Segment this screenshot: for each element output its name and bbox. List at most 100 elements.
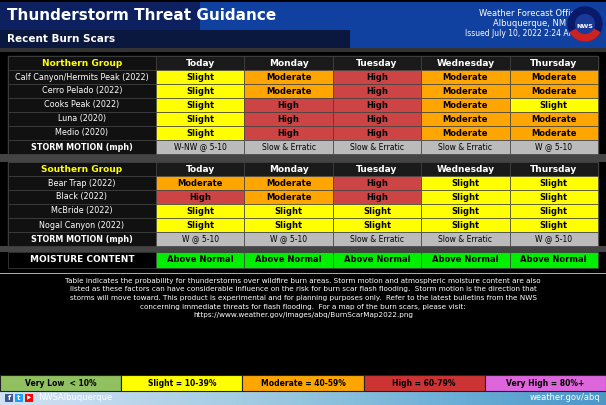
Text: High: High xyxy=(189,192,211,202)
Text: Thursday: Thursday xyxy=(530,58,578,68)
Bar xyxy=(421,218,510,232)
Text: Slight: Slight xyxy=(186,100,215,109)
Text: Moderate: Moderate xyxy=(531,72,576,81)
Text: W @ 5-10: W @ 5-10 xyxy=(270,234,307,243)
Text: Slight: Slight xyxy=(451,220,479,230)
Bar xyxy=(244,218,333,232)
Bar xyxy=(333,98,421,112)
Text: Recent Burn Scars: Recent Burn Scars xyxy=(7,34,115,44)
Text: Above Normal: Above Normal xyxy=(167,256,233,264)
Text: Slight: Slight xyxy=(186,128,215,138)
Text: Today: Today xyxy=(185,58,215,68)
Text: W @ 5-10: W @ 5-10 xyxy=(182,234,219,243)
Text: Calf Canyon/Hermits Peak (2022): Calf Canyon/Hermits Peak (2022) xyxy=(15,72,149,81)
Bar xyxy=(333,84,421,98)
Bar xyxy=(156,98,244,112)
Bar xyxy=(244,112,333,126)
Bar xyxy=(510,56,598,70)
Bar xyxy=(333,56,421,70)
Bar xyxy=(156,252,244,268)
Text: ▶: ▶ xyxy=(27,396,31,401)
Text: Moderate: Moderate xyxy=(442,115,488,124)
Text: High: High xyxy=(278,115,299,124)
Bar xyxy=(8,176,156,190)
Text: Above Normal: Above Normal xyxy=(344,256,410,264)
Bar xyxy=(244,204,333,218)
Text: Slight: Slight xyxy=(451,207,479,215)
Text: High: High xyxy=(366,128,388,138)
Text: Slight: Slight xyxy=(540,192,568,202)
Bar xyxy=(333,204,421,218)
Text: Moderate: Moderate xyxy=(266,87,311,96)
Bar xyxy=(333,190,421,204)
Text: Moderate: Moderate xyxy=(442,128,488,138)
Text: Slight: Slight xyxy=(363,220,391,230)
Bar xyxy=(8,162,156,176)
Text: Moderate: Moderate xyxy=(442,72,488,81)
Bar xyxy=(421,112,510,126)
Text: Moderate: Moderate xyxy=(442,87,488,96)
Text: Moderate: Moderate xyxy=(178,179,223,188)
Text: Thursday: Thursday xyxy=(530,164,578,173)
Text: Slow & Erratic: Slow & Erratic xyxy=(350,143,404,151)
Text: Slight: Slight xyxy=(186,115,215,124)
Bar xyxy=(510,70,598,84)
Text: Very Low  < 10%: Very Low < 10% xyxy=(25,379,96,388)
Bar xyxy=(244,126,333,140)
Text: Slight: Slight xyxy=(540,179,568,188)
Text: High: High xyxy=(366,179,388,188)
Bar xyxy=(364,375,485,391)
Bar xyxy=(8,232,156,246)
Text: McBride (2022): McBride (2022) xyxy=(51,207,113,215)
Bar xyxy=(8,56,598,154)
Bar xyxy=(333,126,421,140)
Text: Issued July 10, 2022 2:24 AM MDT: Issued July 10, 2022 2:24 AM MDT xyxy=(465,28,595,38)
Text: Above Normal: Above Normal xyxy=(521,256,587,264)
Text: f: f xyxy=(7,395,10,401)
Text: Slight: Slight xyxy=(540,207,568,215)
Bar xyxy=(421,56,510,70)
Text: W-NW @ 5-10: W-NW @ 5-10 xyxy=(174,143,227,151)
Bar xyxy=(510,176,598,190)
Text: Above Normal: Above Normal xyxy=(432,256,499,264)
Text: W @ 5-10: W @ 5-10 xyxy=(535,143,572,151)
Bar xyxy=(0,375,606,391)
Bar xyxy=(156,190,244,204)
Bar xyxy=(8,162,598,246)
Bar xyxy=(156,112,244,126)
Text: High: High xyxy=(366,192,388,202)
Bar xyxy=(0,273,606,375)
Bar xyxy=(244,140,333,154)
Text: High = 60-79%: High = 60-79% xyxy=(393,379,456,388)
Bar xyxy=(156,176,244,190)
Text: Black (2022): Black (2022) xyxy=(56,192,107,202)
Wedge shape xyxy=(570,24,600,41)
Bar xyxy=(200,0,606,48)
Bar xyxy=(156,218,244,232)
Text: Tuesday: Tuesday xyxy=(356,164,398,173)
Text: Slight: Slight xyxy=(186,72,215,81)
Text: Slow & Erratic: Slow & Erratic xyxy=(438,234,493,243)
Bar xyxy=(244,232,333,246)
Bar xyxy=(0,30,350,48)
Circle shape xyxy=(568,7,602,41)
Text: Moderate: Moderate xyxy=(531,128,576,138)
Text: Wednesday: Wednesday xyxy=(436,58,494,68)
Text: Today: Today xyxy=(185,164,215,173)
Bar xyxy=(510,112,598,126)
Text: Thunderstorm Threat Guidance: Thunderstorm Threat Guidance xyxy=(7,9,276,23)
Bar xyxy=(121,375,242,391)
Bar xyxy=(8,56,156,70)
Text: NWSAlbuquerque: NWSAlbuquerque xyxy=(38,394,112,403)
Bar xyxy=(244,162,333,176)
Bar xyxy=(0,246,606,252)
Text: Tuesday: Tuesday xyxy=(356,58,398,68)
Bar xyxy=(8,70,156,84)
Text: weather.gov/abq: weather.gov/abq xyxy=(529,394,600,403)
Text: High: High xyxy=(366,72,388,81)
Text: Slow & Erratic: Slow & Erratic xyxy=(350,234,404,243)
Text: Slow & Erratic: Slow & Erratic xyxy=(262,143,316,151)
Text: Moderate = 40-59%: Moderate = 40-59% xyxy=(261,379,345,388)
Text: W @ 5-10: W @ 5-10 xyxy=(535,234,572,243)
Text: Slight: Slight xyxy=(186,87,215,96)
